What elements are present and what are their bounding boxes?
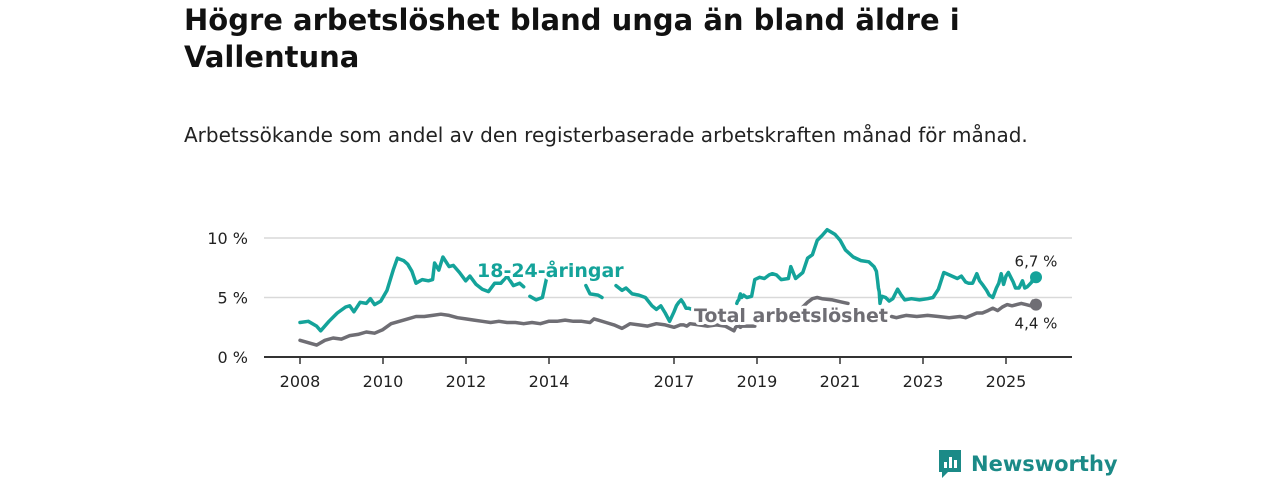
- brand-name: Newsworthy: [971, 452, 1118, 476]
- series-line-18-24: [614, 283, 705, 324]
- axes: 0 % 5 % 10 % 2008 2010 2012 2014 2017 2019 2021 20…: [207, 229, 1072, 391]
- y-tick-label: 0 %: [218, 348, 248, 367]
- x-tick-label: 2019: [737, 372, 778, 391]
- end-point-18-24: [1030, 271, 1042, 284]
- series-line-18-24: [298, 255, 526, 333]
- series-line-18-24: [528, 276, 549, 302]
- newsworthy-icon: [939, 450, 961, 478]
- line-chart: 0 % 5 % 10 % 2008 2010 2012 2014 2017 2019 2021 20…: [207, 227, 1072, 391]
- y-tick-label: 5 %: [218, 289, 248, 308]
- x-tick-label: 2008: [280, 372, 321, 391]
- end-label-18-24: 6,7 %: [1015, 252, 1058, 270]
- series-labels: 6,7 % 4,4 % 18-24-åringar Total arbetslöshe…: [474, 252, 1058, 333]
- x-tick-label: 2021: [820, 372, 861, 391]
- series-line-total: [298, 312, 757, 347]
- chart-title: Högre arbetslöshet bland unga än bland ä…: [184, 3, 960, 74]
- series-line-18-24: [735, 227, 1042, 306]
- end-point-total: [1030, 298, 1042, 311]
- end-label-total: 4,4 %: [1015, 315, 1058, 333]
- y-tick-label: 10 %: [207, 229, 248, 248]
- x-tick-label: 2025: [986, 372, 1027, 391]
- newsworthy-logo: Newsworthy: [937, 447, 1118, 481]
- gridlines: [264, 237, 1072, 299]
- x-tick-label: 2012: [446, 372, 487, 391]
- series-label-18-24: 18-24-åringar: [477, 258, 624, 282]
- series-line-total: [889, 299, 1042, 320]
- series-label-total: Total arbetslöshet: [694, 305, 888, 327]
- series-line-18-24: [584, 283, 604, 300]
- x-tick-label: 2017: [654, 372, 695, 391]
- x-tick-label: 2010: [363, 372, 404, 391]
- chart-subtitle: Arbetssökande som andel av den registerb…: [184, 123, 1028, 147]
- series-line-total: [801, 295, 850, 309]
- series-lines: [298, 227, 1042, 347]
- x-tick-label: 2014: [529, 372, 570, 391]
- x-tick-label: 2023: [903, 372, 944, 391]
